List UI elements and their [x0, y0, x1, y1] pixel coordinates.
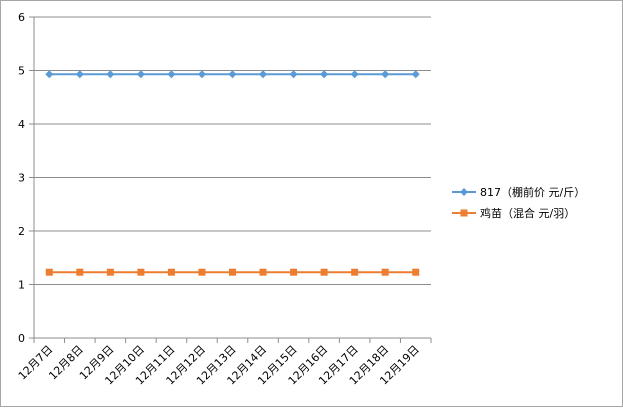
- data-point: [167, 268, 175, 276]
- data-point: [136, 70, 145, 79]
- data-point: [45, 268, 53, 276]
- legend-label: 鸡苗（混合 元/羽）: [480, 206, 575, 220]
- data-point: [76, 268, 84, 276]
- data-point: [229, 268, 236, 276]
- legend-marker: [460, 188, 468, 196]
- data-point: [320, 268, 328, 276]
- data-point: [75, 70, 84, 79]
- axes: [29, 16, 432, 343]
- data-point: [350, 70, 359, 79]
- legend-entry-2: 鸡苗（混合 元/羽）: [452, 206, 575, 220]
- data-point: [381, 268, 389, 276]
- y-tick-label: 0: [18, 332, 25, 345]
- legend: 817（棚前价 元/斤） 鸡苗（混合 元/羽）: [452, 185, 585, 220]
- y-tick-labels: 0 1 2 3 4 5 6: [18, 11, 25, 345]
- data-point: [411, 70, 420, 79]
- series-group: [45, 70, 420, 276]
- legend-marker: [460, 209, 468, 217]
- data-point: [106, 70, 115, 79]
- y-tick-label: 2: [18, 225, 25, 238]
- data-point: [290, 268, 298, 276]
- y-tick-label: 1: [18, 279, 25, 292]
- data-point: [197, 70, 206, 79]
- legend-label: 817（棚前价 元/斤）: [480, 185, 585, 199]
- data-point: [381, 70, 390, 79]
- y-tick-label: 3: [18, 172, 25, 185]
- data-point: [45, 70, 54, 79]
- data-point: [228, 70, 237, 79]
- data-point: [167, 70, 176, 79]
- data-point: [259, 268, 267, 276]
- y-tick-label: 4: [18, 118, 25, 131]
- data-point: [289, 70, 298, 79]
- data-point: [198, 268, 206, 276]
- y-tick-label: 5: [18, 65, 25, 78]
- series-2: [45, 268, 420, 276]
- series-1: [45, 70, 420, 79]
- data-point: [351, 268, 359, 276]
- data-point: [106, 268, 114, 276]
- legend-entry-1: 817（棚前价 元/斤）: [452, 185, 585, 199]
- y-tick-label: 6: [18, 11, 25, 24]
- data-point: [137, 268, 145, 276]
- data-point: [320, 70, 329, 79]
- data-point: [259, 70, 268, 79]
- data-point: [412, 268, 420, 276]
